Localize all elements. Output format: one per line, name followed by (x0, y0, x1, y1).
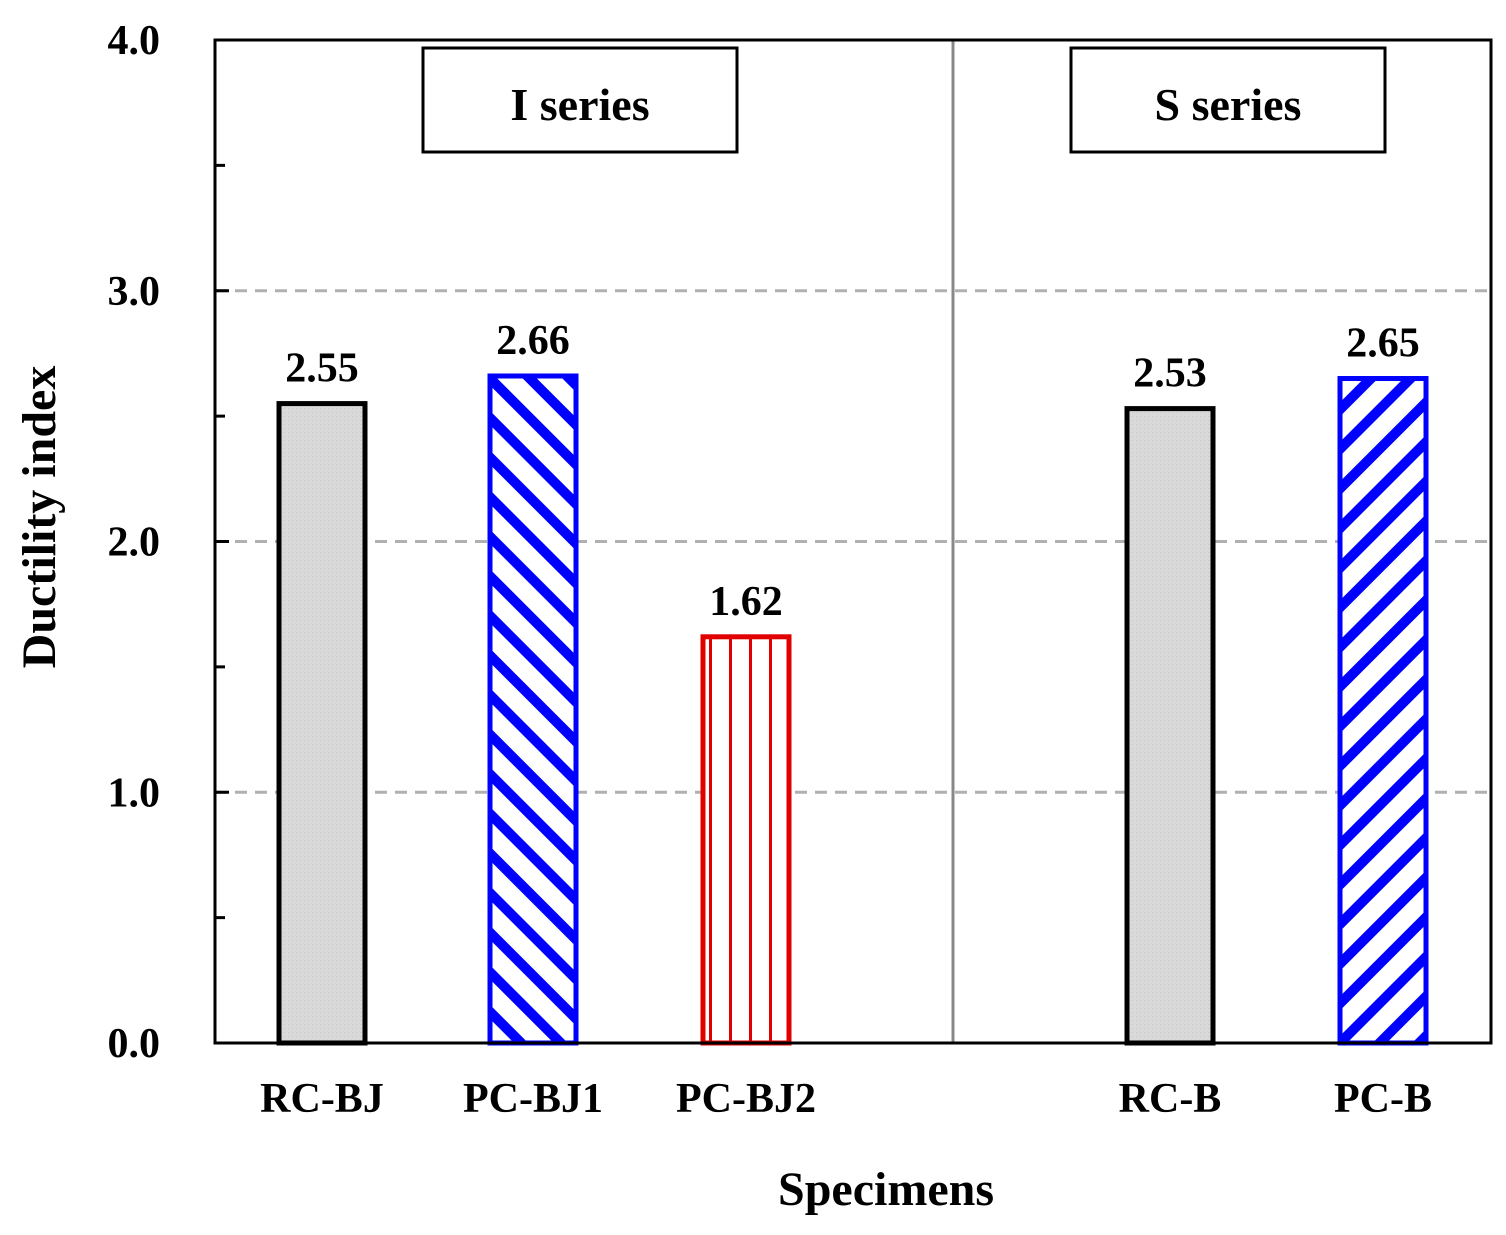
bar-pc-bj1 (487, 373, 579, 1046)
y-tick-label: 0.0 (108, 1021, 161, 1067)
x-tick-label: RC-BJ (260, 1076, 384, 1122)
y-axis-title: Ductility index (13, 366, 66, 669)
x-tick-label: PC-BJ2 (676, 1076, 816, 1122)
y-tick-label: 3.0 (108, 269, 161, 315)
x-tick-label: PC-B (1334, 1076, 1432, 1122)
x-tick-label: RC-B (1119, 1076, 1222, 1122)
y-axis-ticks (215, 38, 229, 1045)
i-series-frame (421, 46, 739, 154)
value-label: 2.53 (1133, 351, 1207, 397)
bars-layer (276, 373, 1429, 1046)
s-series-frame (1069, 46, 1387, 154)
bar-rc-b (1124, 406, 1216, 1046)
y-tick-label: 2.0 (108, 520, 161, 566)
s-series-box: S series (1069, 46, 1387, 154)
y-tick-label: 4.0 (108, 18, 161, 64)
value-label: 1.62 (709, 579, 783, 625)
value-label: 2.65 (1346, 321, 1420, 367)
x-tick-label: PC-BJ1 (463, 1076, 603, 1122)
gridlines (215, 289, 1491, 794)
value-label: 2.55 (285, 346, 359, 392)
bar-pc-bj2 (700, 634, 792, 1046)
bar-pc-b (1337, 376, 1429, 1046)
y-tick-label: 1.0 (108, 770, 161, 816)
i-series-box: I series (421, 46, 739, 154)
s-series-label: S series (1155, 79, 1302, 130)
x-tick-labels: RC-BJ PC-BJ1 PC-BJ2 RC-B PC-B (260, 1076, 1432, 1122)
i-series-label: I series (510, 79, 649, 130)
y-tick-labels: 0.0 1.0 2.0 3.0 4.0 (108, 18, 161, 1067)
value-label: 2.66 (496, 318, 570, 364)
value-labels-layer: 2.55 2.66 1.62 2.53 2.65 (285, 318, 1420, 625)
bar-rc-bj (276, 401, 368, 1046)
x-axis-title: Specimens (778, 1163, 994, 1216)
